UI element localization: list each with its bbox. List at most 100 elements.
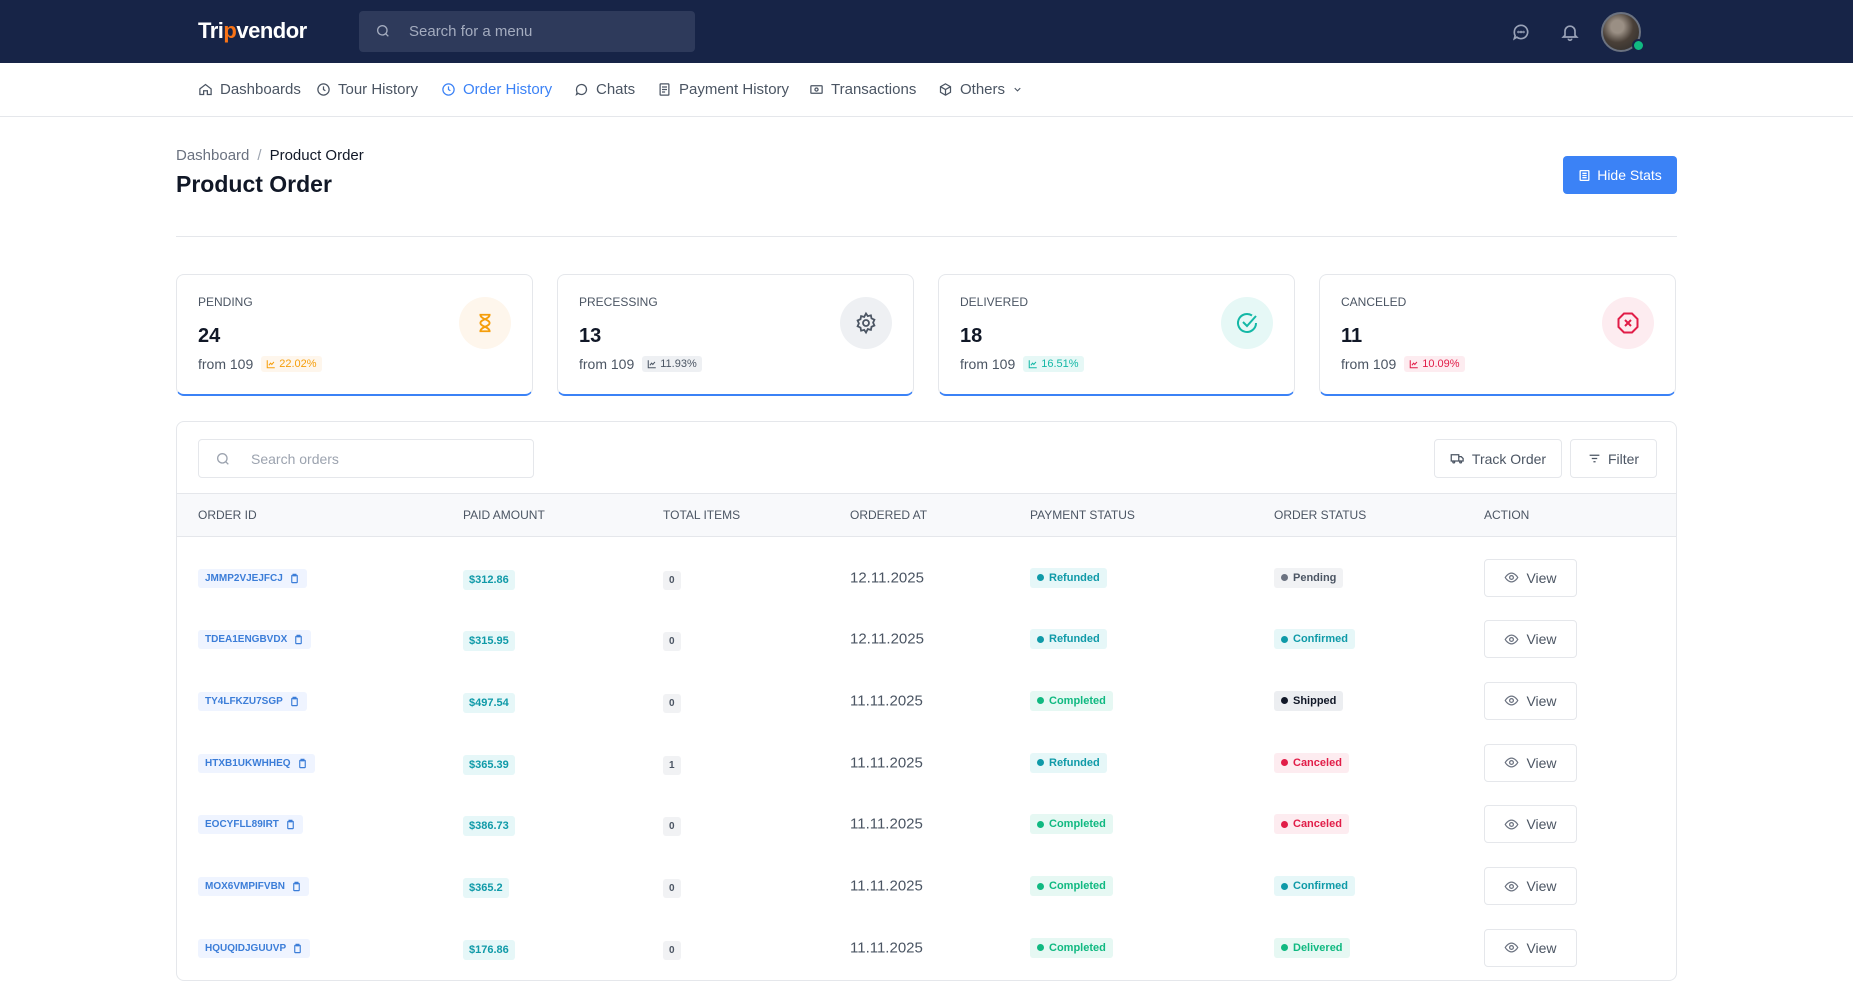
order-status-badge: Canceled [1274,814,1349,835]
breadcrumb-root[interactable]: Dashboard [176,147,250,164]
total-items: 0 [663,632,681,652]
track-order-label: Track Order [1471,450,1547,467]
table-cell: View [1484,681,1577,720]
stat-percentage-badge: 11.93% [642,356,702,372]
column-header-paid-amount[interactable]: PAID AMOUNT [463,508,545,522]
table-cell: TDEA1ENGBVDX [198,629,312,650]
stat-from: from 109 11.93% [579,356,702,372]
hide-stats-button[interactable]: Hide Stats [1563,156,1677,194]
view-button[interactable]: View [1484,805,1577,844]
table-cell: Pending [1274,567,1344,588]
filter-icon [1589,454,1600,463]
nav-item-payment-history[interactable]: Payment History [657,81,789,98]
nav-item-tour-history[interactable]: Tour History [316,81,418,98]
table-cell: 1 [663,755,681,775]
order-id: MOX6VMPIFVBN [205,881,286,892]
table-cell: Refunded [1030,629,1107,650]
stat-label: CANCELED [1341,295,1407,309]
column-header-ordered-at[interactable]: ORDERED AT [850,508,928,522]
trend-icon [647,360,656,369]
view-button[interactable]: View [1484,681,1577,720]
menu-search-placeholder: Search for a menu [409,23,533,40]
copy-icon[interactable] [292,943,303,954]
copy-icon[interactable] [297,758,308,769]
order-id-badge[interactable]: EOCYFLL89IRT [198,815,303,835]
copy-icon[interactable] [289,573,300,584]
view-button[interactable]: View [1484,620,1577,659]
nav-item-dashboards[interactable]: Dashboards [198,81,301,98]
status-dot [1281,820,1288,828]
table-cell: $386.73 [463,816,515,837]
copy-icon[interactable] [293,634,304,645]
order-status-badge: Shipped [1274,690,1344,711]
stat-label: PRECESSING [579,295,658,309]
table-cell: $497.54 [463,692,515,713]
chat-icon[interactable] [1511,22,1531,42]
nav-item-others[interactable]: Others [938,81,1023,98]
logo[interactable]: Tripvendor [198,18,307,44]
view-button[interactable]: View [1484,928,1577,967]
breadcrumb-current: Product Order [269,147,364,164]
column-header-order-status[interactable]: ORDER STATUS [1274,508,1367,522]
nav-item-transactions[interactable]: Transactions [809,81,916,98]
gear-icon [856,311,876,335]
nav-item-chats[interactable]: Chats [574,81,635,98]
column-header-total-items[interactable]: TOTAL ITEMS [663,508,741,522]
stat-value: 24 [198,325,221,347]
stat-value: 13 [579,325,602,347]
view-button[interactable]: View [1484,743,1577,782]
order-status-badge: Canceled [1274,752,1349,773]
orders-search-input[interactable]: Search orders [198,439,534,478]
breadcrumb: Dashboard / Product Order [176,147,364,164]
top-bar: Tripvendor Search for a menu [0,0,1853,63]
status-dot [1037,759,1044,767]
menu-search-input[interactable]: Search for a menu [359,11,695,52]
column-header-payment-status[interactable]: PAYMENT STATUS [1030,508,1135,522]
filter-button[interactable]: Filter [1570,439,1657,478]
order-id-badge[interactable]: JMMP2VJEJFCJ [198,568,307,588]
eye-icon [1504,757,1519,768]
order-id-badge[interactable]: TY4LFKZU7SGP [198,691,307,711]
order-id-badge[interactable]: MOX6VMPIFVBN [198,877,310,896]
eye-icon [1504,819,1519,830]
status-dot [1037,882,1044,890]
total-items: 0 [663,817,681,837]
table-row: TY4LFKZU7SGP $497.54 0 11.11.2025 Completed S… [177,670,1676,731]
payment-status-badge: Refunded [1030,752,1107,773]
nav-label: Payment History [679,81,790,98]
copy-icon[interactable] [291,881,302,892]
search-icon [377,25,389,37]
stat-from: from 109 22.02% [198,356,322,372]
chat-icon [575,83,588,96]
view-button[interactable]: View [1484,867,1577,905]
table-cell: Completed [1030,876,1113,896]
ordered-at: 12.11.2025 [850,630,924,648]
order-id-badge[interactable]: HTXB1UKWHHEQ [198,753,315,773]
payment-status-badge: Refunded [1030,567,1107,588]
copy-icon[interactable] [285,819,296,830]
total-items: 0 [663,570,681,590]
avatar[interactable] [1601,12,1641,52]
status-dot [1281,882,1288,890]
document-icon [1579,169,1590,181]
search-icon [217,453,229,465]
bell-icon[interactable] [1560,22,1580,42]
nav-item-order-history[interactable]: Order History [441,81,552,98]
header-divider [176,236,1677,237]
column-header-order-id[interactable]: ORDER ID [198,508,257,522]
copy-icon[interactable] [289,696,300,707]
table-cell: 11.11.2025 [850,692,923,709]
order-status: Shipped [1293,694,1337,707]
track-order-button[interactable]: Track Order [1434,439,1562,478]
order-id-badge[interactable]: HQUQIDJGUUVP [198,938,311,958]
stat-percentage: 16.51% [1041,358,1079,370]
order-id-badge[interactable]: TDEA1ENGBVDX [198,630,312,650]
order-id: TDEA1ENGBVDX [205,634,288,646]
total-items: 0 [663,879,681,898]
stat-icon-circle [459,297,511,349]
home-icon [199,83,212,96]
filter-label: Filter [1607,450,1640,467]
table-cell: $315.95 [463,631,515,652]
stat-from-text: from 109 [198,356,254,372]
view-button[interactable]: View [1484,558,1577,597]
